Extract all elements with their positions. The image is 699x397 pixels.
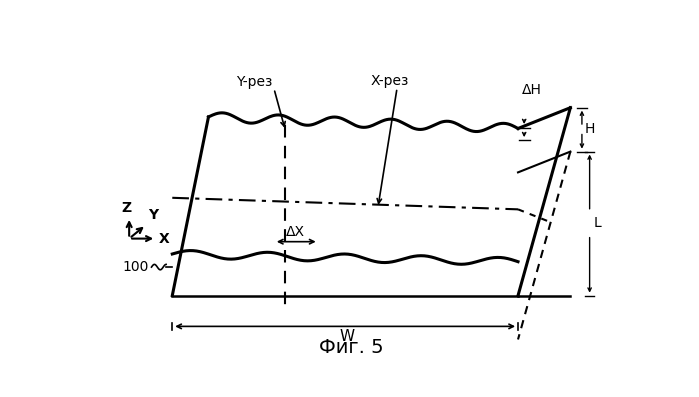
Text: ΔH: ΔH <box>522 83 542 97</box>
Text: Y: Y <box>148 208 159 222</box>
Text: Z: Z <box>122 201 132 215</box>
Text: L: L <box>593 216 601 230</box>
Text: ΔX: ΔX <box>286 225 305 239</box>
Text: Y-рез: Y-рез <box>236 75 273 89</box>
Text: H: H <box>584 122 595 136</box>
Text: X-рез: X-рез <box>370 74 409 88</box>
Text: 100: 100 <box>123 260 149 274</box>
Text: Фиг. 5: Фиг. 5 <box>319 338 383 357</box>
Text: X: X <box>159 232 169 247</box>
Text: W: W <box>340 329 354 344</box>
